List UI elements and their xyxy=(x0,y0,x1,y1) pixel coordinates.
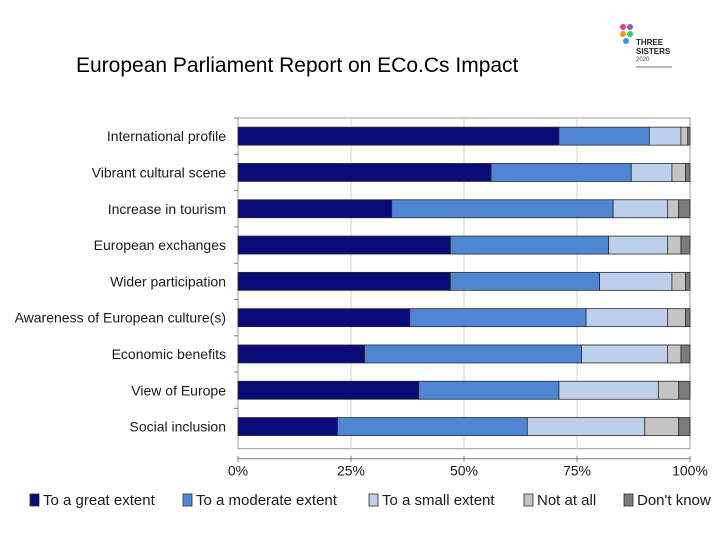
bar-2-3 xyxy=(608,235,668,255)
bar-0-5 xyxy=(237,308,411,328)
bar-3-3 xyxy=(667,235,682,255)
x-tick-label: 100% xyxy=(672,463,708,479)
bar-2-2 xyxy=(612,199,668,219)
bar-0-2 xyxy=(237,199,393,219)
bar-1-2 xyxy=(391,199,614,219)
logo-line1: THREE xyxy=(636,38,664,47)
bar-2-5 xyxy=(585,308,668,328)
bar-0-3 xyxy=(237,235,451,255)
category-label: Economic benefits xyxy=(112,346,226,362)
bar-0-6 xyxy=(237,344,365,364)
logo-year: 2020 xyxy=(636,57,650,63)
bar-1-7 xyxy=(418,380,560,400)
bar-2-0 xyxy=(648,126,682,146)
bar-3-4 xyxy=(671,271,686,291)
x-tick-label: 75% xyxy=(563,463,591,479)
bar-3-2 xyxy=(667,199,680,219)
bar-0-1 xyxy=(237,163,492,182)
bar-3-5 xyxy=(667,308,686,328)
bar-0-8 xyxy=(237,417,338,436)
bar-0-7 xyxy=(237,380,420,400)
bar-3-7 xyxy=(657,380,680,400)
legend-swatch xyxy=(368,493,379,507)
three-sisters-logo: THREE SISTERS 2020 xyxy=(620,24,682,76)
legend-swatch xyxy=(182,493,193,507)
bar-1-1 xyxy=(490,163,632,182)
category-label: Vibrant cultural scene xyxy=(92,164,227,180)
legend-swatch xyxy=(29,493,40,507)
bar-4-7 xyxy=(678,380,691,400)
bar-4-8 xyxy=(678,417,691,436)
bar-2-7 xyxy=(558,380,659,400)
category-label: View of Europe xyxy=(131,382,226,398)
bar-1-6 xyxy=(364,344,582,364)
bar-4-1 xyxy=(685,163,691,182)
bar-1-0 xyxy=(558,126,650,146)
bar-3-1 xyxy=(671,163,686,182)
category-label: Social inclusion xyxy=(130,419,227,435)
logo-dots-icon xyxy=(620,24,634,46)
legend-label: Don't know xyxy=(637,492,711,509)
bar-4-0 xyxy=(687,126,691,146)
legend-label: To a great extent xyxy=(43,492,156,509)
bar-3-8 xyxy=(644,417,680,436)
category-label: International profile xyxy=(107,128,226,144)
logo-underline xyxy=(636,66,672,68)
bar-3-6 xyxy=(667,344,682,364)
legend-label: Not at all xyxy=(537,492,596,509)
x-tick-label: 25% xyxy=(337,463,365,479)
bar-1-5 xyxy=(409,308,587,328)
logo-text: THREE SISTERS xyxy=(636,38,670,56)
bar-2-4 xyxy=(599,271,673,291)
category-label: European exchanges xyxy=(94,237,226,253)
bar-3-0 xyxy=(680,126,689,146)
bar-2-6 xyxy=(581,344,668,364)
x-tick-label: 50% xyxy=(450,463,478,479)
bar-1-3 xyxy=(450,235,610,255)
legend-swatch xyxy=(523,493,534,507)
bar-4-4 xyxy=(685,271,691,291)
bar-4-3 xyxy=(680,235,691,255)
x-tick-label: 0% xyxy=(228,463,248,479)
bar-4-5 xyxy=(685,308,691,328)
bar-0-0 xyxy=(237,126,560,146)
bar-4-6 xyxy=(680,344,691,364)
page-title: European Parliament Report on ECo.Cs Imp… xyxy=(76,54,519,77)
category-label: Awareness of European culture(s) xyxy=(15,310,226,326)
bar-2-8 xyxy=(526,417,646,436)
legend-label: To a small extent xyxy=(382,492,495,509)
bar-1-8 xyxy=(337,417,528,436)
legend-label: To a moderate extent xyxy=(196,492,338,509)
bar-2-1 xyxy=(630,163,673,182)
category-label: Wider participation xyxy=(110,273,226,289)
bar-1-4 xyxy=(450,271,601,291)
category-label: Increase in tourism xyxy=(108,201,226,217)
bar-0-4 xyxy=(237,271,451,291)
bar-4-2 xyxy=(678,199,691,219)
legend-swatch xyxy=(623,493,634,507)
logo-line2: SISTERS xyxy=(636,47,671,56)
